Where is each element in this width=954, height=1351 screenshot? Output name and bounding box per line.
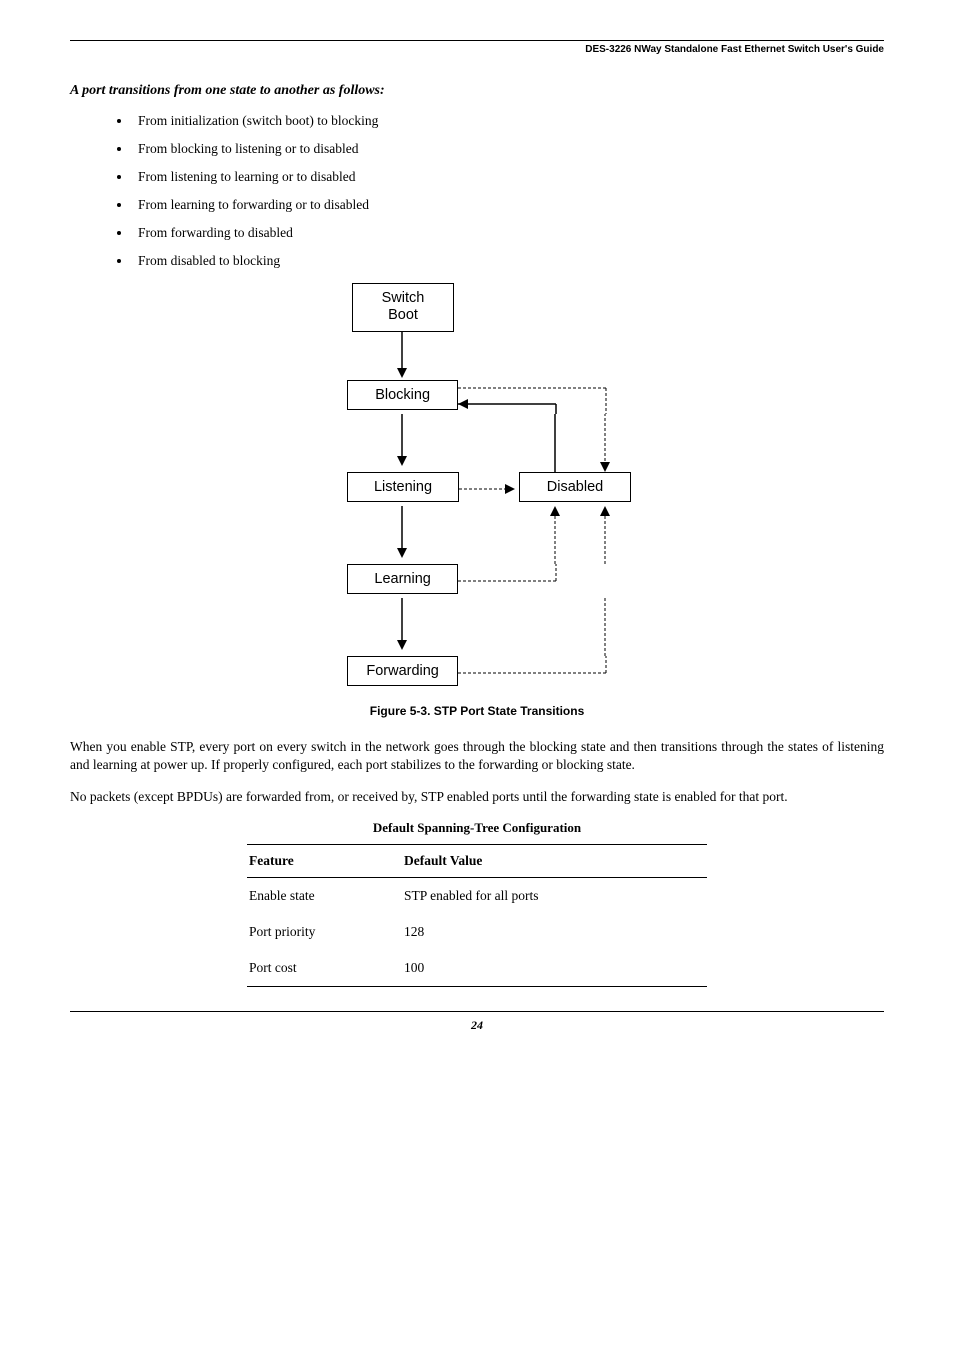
node-learning: Learning [347,564,458,594]
table-row: Enable state STP enabled for all ports [247,878,707,915]
arrow-blocking-to-listening [317,414,637,472]
table-row: Port cost 100 [247,950,707,987]
footer-rule [70,1011,884,1012]
node-forwarding: Forwarding [347,656,458,686]
table-cell: 128 [402,914,707,950]
table-cell: 100 [402,950,707,987]
arrow-learning-to-disabled [458,564,637,598]
arrow-listening-to-disabled [459,472,519,506]
table-row: Port priority 128 [247,914,707,950]
arrow-learning-to-forwarding [317,598,637,656]
table-header: Feature [247,845,402,878]
node-switch-boot: Switch Boot [352,283,454,332]
list-item: From initialization (switch boot) to blo… [132,113,884,129]
body-paragraph: No packets (except BPDUs) are forwarded … [70,788,884,806]
list-item: From disabled to blocking [132,253,884,269]
table-cell: Port cost [247,950,402,987]
config-table: Feature Default Value Enable state STP e… [247,844,707,987]
list-item: From listening to learning or to disable… [132,169,884,185]
body-paragraph: When you enable STP, every port on every… [70,738,884,774]
page-number: 24 [70,1018,884,1033]
arrow-disabled-to-blocking [458,380,637,414]
list-item: From blocking to listening or to disable… [132,141,884,157]
arrow-switch-to-blocking [317,332,637,380]
list-item: From forwarding to disabled [132,225,884,241]
node-listening: Listening [347,472,459,502]
page-container: DES-3226 NWay Standalone Fast Ethernet S… [0,0,954,1063]
table-cell: Port priority [247,914,402,950]
bullet-list: From initialization (switch boot) to blo… [70,113,884,269]
arrow-forwarding-to-disabled [458,656,637,690]
table-header-row: Feature Default Value [247,845,707,878]
table-title: Default Spanning-Tree Configuration [70,820,884,836]
node-disabled: Disabled [519,472,631,502]
table-cell: STP enabled for all ports [402,878,707,915]
figure-caption: Figure 5-3. STP Port State Transitions [70,704,884,718]
list-item: From learning to forwarding or to disabl… [132,197,884,213]
section-title: A port transitions from one state to ano… [70,83,884,99]
table-cell: Enable state [247,878,402,915]
header-rule [70,40,884,41]
stp-diagram: Switch Boot Blocking [317,283,637,690]
header-title: DES-3226 NWay Standalone Fast Ethernet S… [70,44,884,55]
arrow-listening-to-learning [317,506,637,564]
node-blocking: Blocking [347,380,458,410]
table-header: Default Value [402,845,707,878]
